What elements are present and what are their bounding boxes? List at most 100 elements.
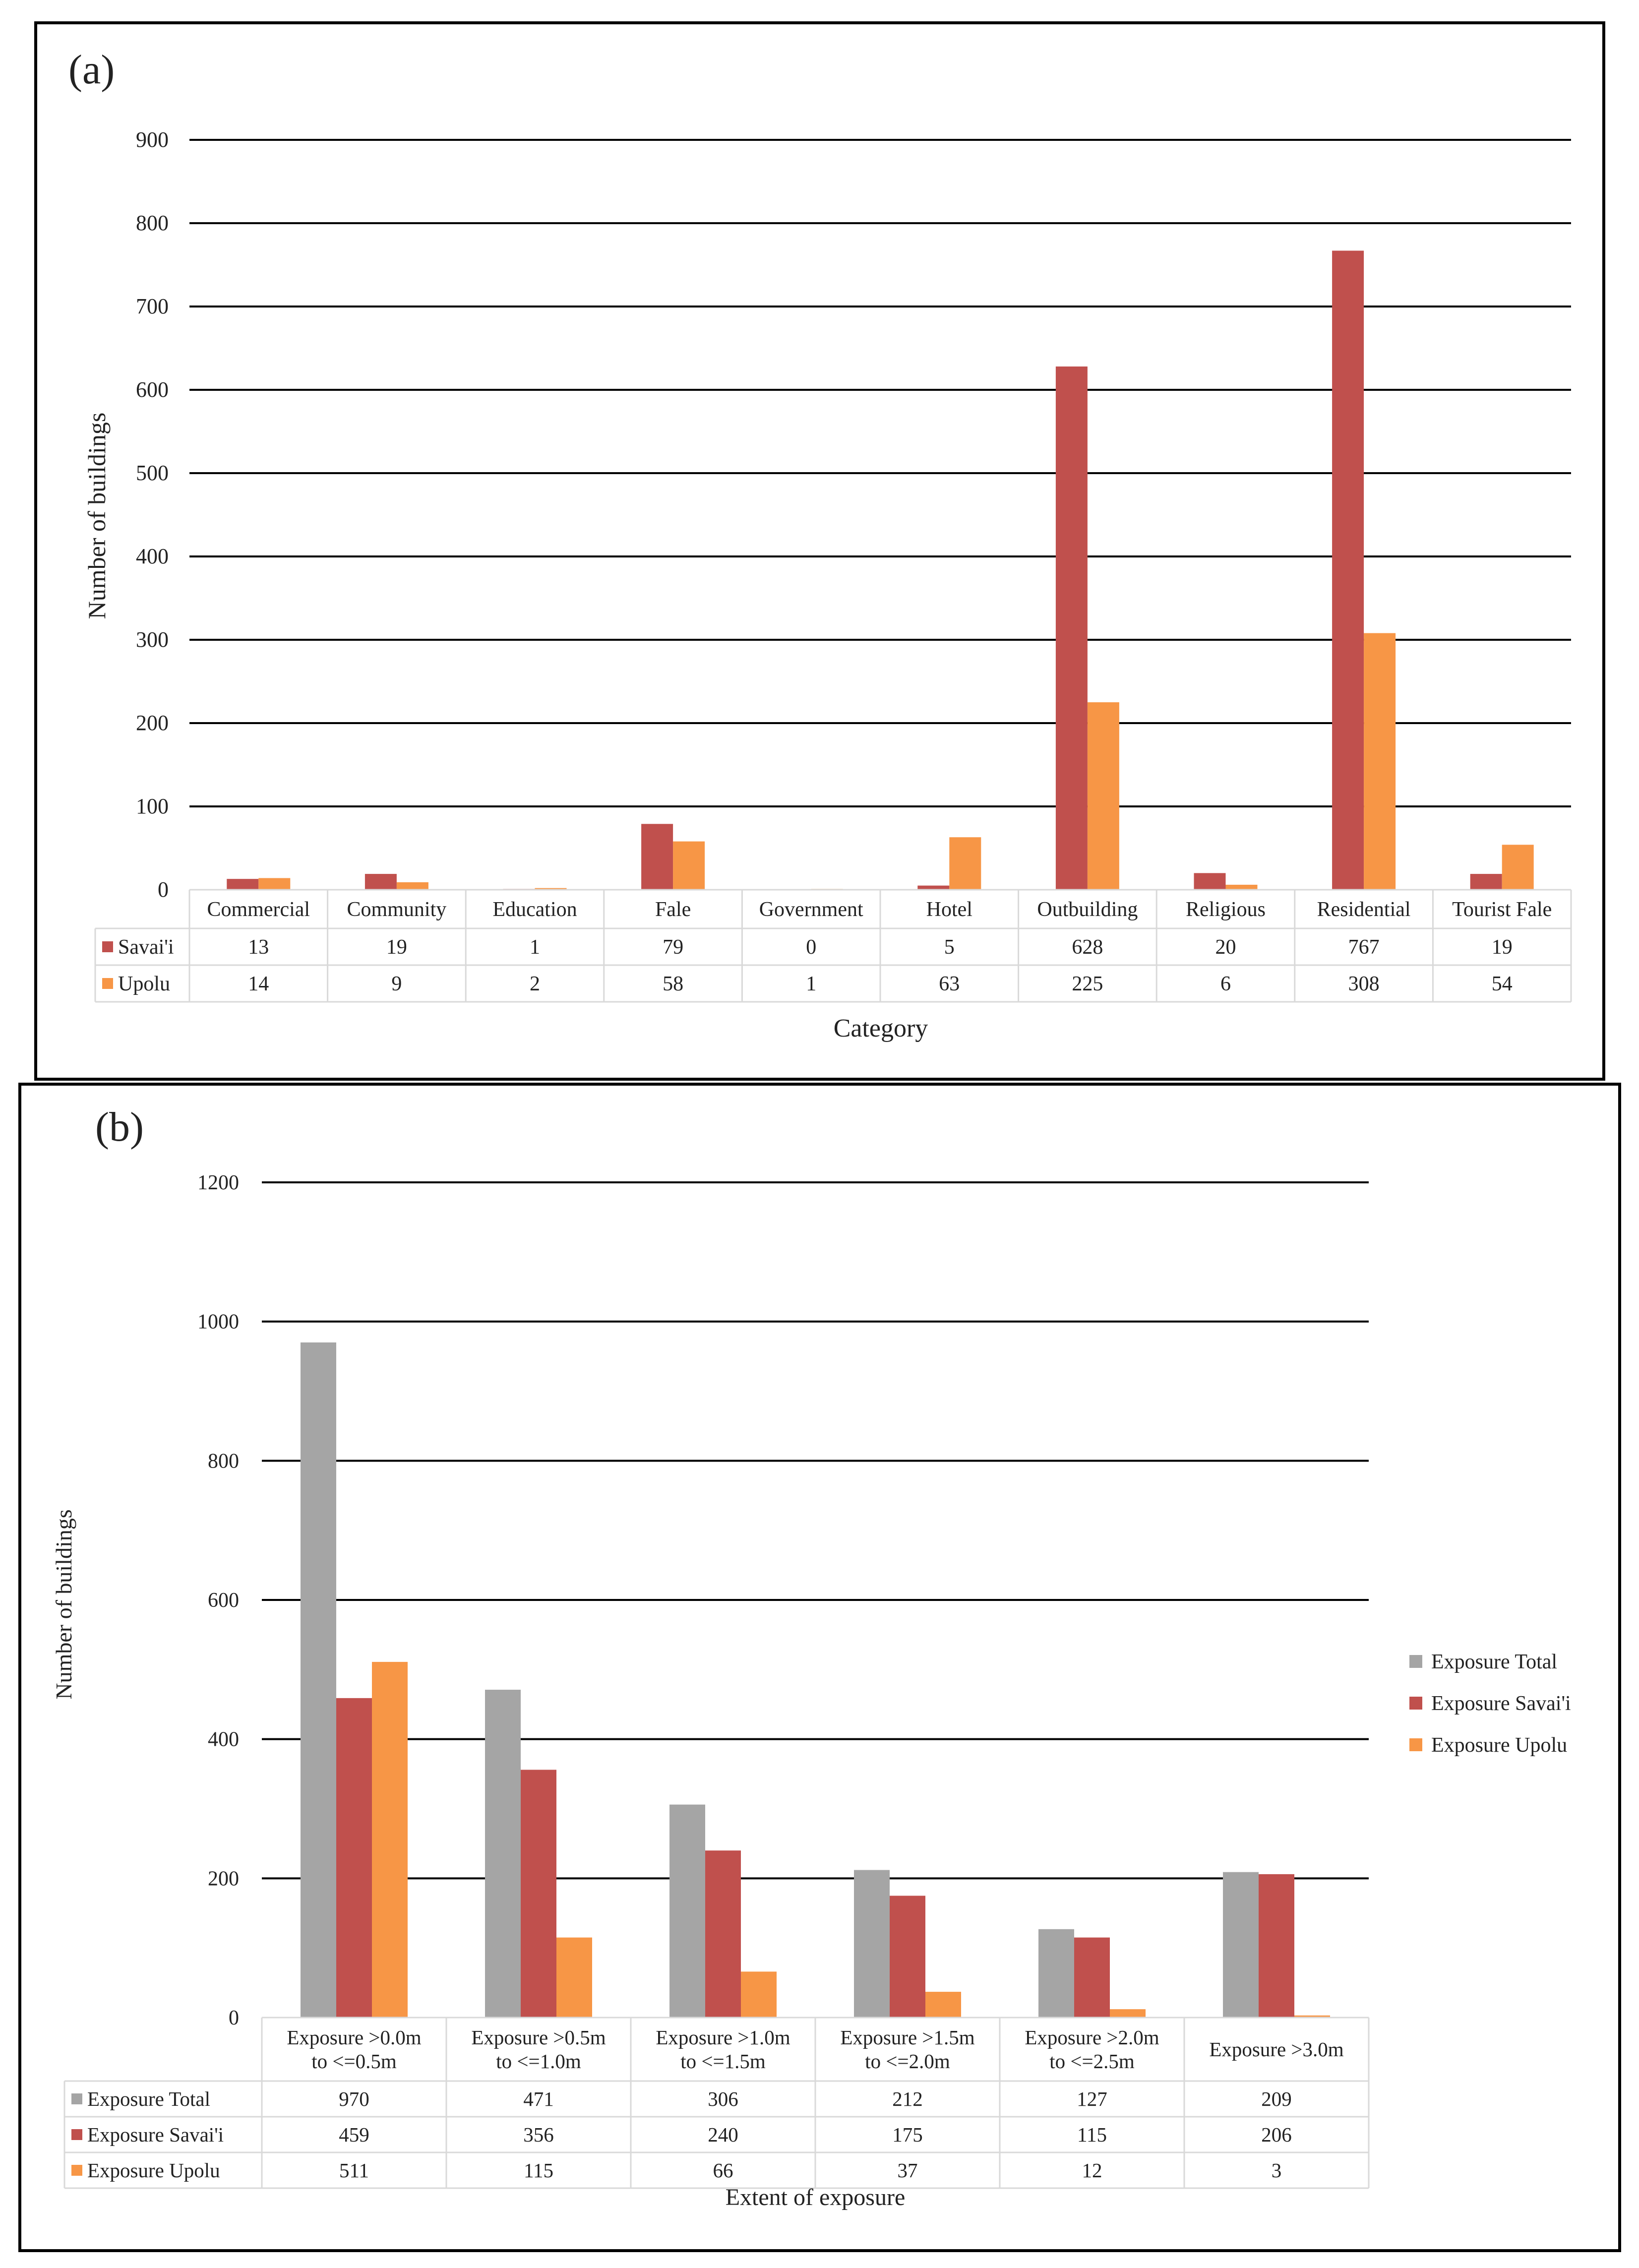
- panel-label: (a): [68, 47, 115, 93]
- data-label: 459: [339, 2123, 369, 2146]
- legend-key-savai-i: [102, 941, 113, 952]
- data-label: 63: [939, 973, 960, 995]
- category-label: Residential: [1317, 898, 1411, 921]
- data-label: 6: [1220, 973, 1231, 995]
- panel-label: (b): [95, 1104, 144, 1150]
- y-tick-label: 600: [208, 1589, 239, 1612]
- bar-exposure-savai-i-5: [1074, 1937, 1110, 2018]
- bar-upolu-7: [1087, 702, 1119, 890]
- legend-label: Exposure Upolu: [1431, 1734, 1567, 1757]
- y-tick-label: 400: [136, 544, 169, 568]
- data-label: 3: [1272, 2159, 1282, 2182]
- category-label: Community: [347, 898, 447, 921]
- category-label: Exposure >0.0m: [287, 2026, 421, 2049]
- data-label: 66: [713, 2159, 733, 2182]
- x-axis-title: Extent of exposure: [726, 2184, 906, 2210]
- bar-exposure-upolu-3: [741, 1971, 777, 2018]
- legend-key-exposure-upolu: [71, 2165, 82, 2176]
- y-tick-label: 200: [136, 711, 169, 735]
- bar-upolu-2: [396, 882, 428, 890]
- bar-exposure-upolu-6: [1294, 2015, 1330, 2018]
- data-label: 356: [523, 2123, 554, 2146]
- legend-key-exposure-total: [71, 2093, 82, 2104]
- bar-exposure-total-2: [485, 1690, 521, 2018]
- y-tick-label: 200: [208, 1867, 239, 1890]
- data-label: 19: [1492, 936, 1513, 959]
- data-label: 19: [386, 936, 407, 959]
- bar-upolu-9: [1364, 633, 1396, 890]
- bar-upolu-10: [1502, 845, 1534, 890]
- category-label: Government: [759, 898, 863, 921]
- data-label: 5: [944, 936, 955, 959]
- series-name: Exposure Total: [87, 2087, 210, 2110]
- category-label: Tourist Fale: [1452, 898, 1552, 921]
- legend-label: Exposure Savai'i: [1431, 1692, 1571, 1715]
- category-label: Exposure >3.0m: [1209, 2038, 1343, 2061]
- category-label: Exposure >1.5m: [840, 2026, 974, 2049]
- data-label: 767: [1348, 936, 1380, 959]
- data-label: 511: [339, 2159, 369, 2182]
- data-label: 37: [898, 2159, 918, 2182]
- bar-savai-i-7: [1055, 366, 1088, 890]
- category-label: Religious: [1186, 898, 1266, 921]
- y-tick-label: 900: [136, 127, 169, 152]
- data-label: 115: [1077, 2123, 1107, 2146]
- bar-savai-i-4: [641, 824, 673, 890]
- y-tick-label: 800: [136, 211, 169, 235]
- bar-savai-i-8: [1194, 873, 1226, 890]
- data-label: 471: [523, 2087, 554, 2110]
- category-label: Education: [492, 898, 577, 921]
- data-label: 212: [892, 2087, 923, 2110]
- category-label: Fale: [655, 898, 691, 921]
- bar-savai-i-9: [1332, 250, 1364, 890]
- category-label: to <=0.5m: [311, 2050, 397, 2073]
- data-label: 115: [524, 2159, 553, 2182]
- data-label: 225: [1072, 973, 1103, 995]
- bar-exposure-savai-i-6: [1259, 1874, 1294, 2018]
- series-name: Exposure Savai'i: [87, 2123, 224, 2146]
- series-name: Upolu: [118, 973, 170, 995]
- panel-frame: [18, 1083, 1621, 2252]
- category-label: Hotel: [926, 898, 972, 921]
- y-tick-label: 300: [136, 627, 169, 652]
- y-tick-label: 500: [136, 461, 169, 485]
- data-label: 628: [1072, 936, 1103, 959]
- y-axis-title: Number of buildings: [83, 413, 111, 619]
- bar-exposure-upolu-5: [1110, 2009, 1146, 2018]
- legend-key-exposure-savai-i: [1409, 1697, 1422, 1710]
- data-label: 306: [708, 2087, 738, 2110]
- bar-exposure-upolu-2: [556, 1937, 592, 2018]
- y-tick-label: 0: [229, 2007, 239, 2029]
- bar-savai-i-2: [364, 874, 397, 890]
- legend-key-exposure-savai-i: [71, 2129, 82, 2140]
- category-label: to <=2.5m: [1049, 2050, 1135, 2073]
- bar-exposure-total-3: [669, 1804, 705, 2018]
- y-tick-label: 600: [136, 377, 169, 402]
- category-label: Exposure >2.0m: [1025, 2026, 1159, 2049]
- data-label: 240: [708, 2123, 738, 2146]
- data-label: 970: [339, 2087, 369, 2110]
- category-label: Exposure >0.5m: [471, 2026, 606, 2049]
- data-label: 54: [1492, 973, 1513, 995]
- data-label: 58: [663, 973, 683, 995]
- category-label: Commercial: [207, 898, 310, 921]
- series-name: Exposure Upolu: [87, 2159, 220, 2182]
- legend-key-exposure-total: [1409, 1655, 1422, 1668]
- y-axis-title: Number of buildings: [51, 1509, 76, 1699]
- y-tick-label: 400: [208, 1728, 239, 1751]
- bar-exposure-savai-i-2: [521, 1770, 556, 2018]
- data-label: 9: [391, 973, 402, 995]
- data-label: 12: [1082, 2159, 1102, 2182]
- bar-upolu-4: [673, 841, 705, 890]
- category-label: Exposure >1.0m: [656, 2026, 790, 2049]
- bar-exposure-savai-i-3: [705, 1850, 741, 2018]
- data-label: 14: [248, 973, 269, 995]
- category-label: to <=1.5m: [680, 2050, 766, 2073]
- y-tick-label: 1000: [197, 1311, 239, 1334]
- bar-exposure-upolu-4: [925, 1992, 961, 2018]
- category-label: to <=1.0m: [496, 2050, 581, 2073]
- y-tick-label: 100: [136, 794, 169, 818]
- y-tick-label: 800: [208, 1450, 239, 1472]
- y-tick-label: 700: [136, 294, 169, 318]
